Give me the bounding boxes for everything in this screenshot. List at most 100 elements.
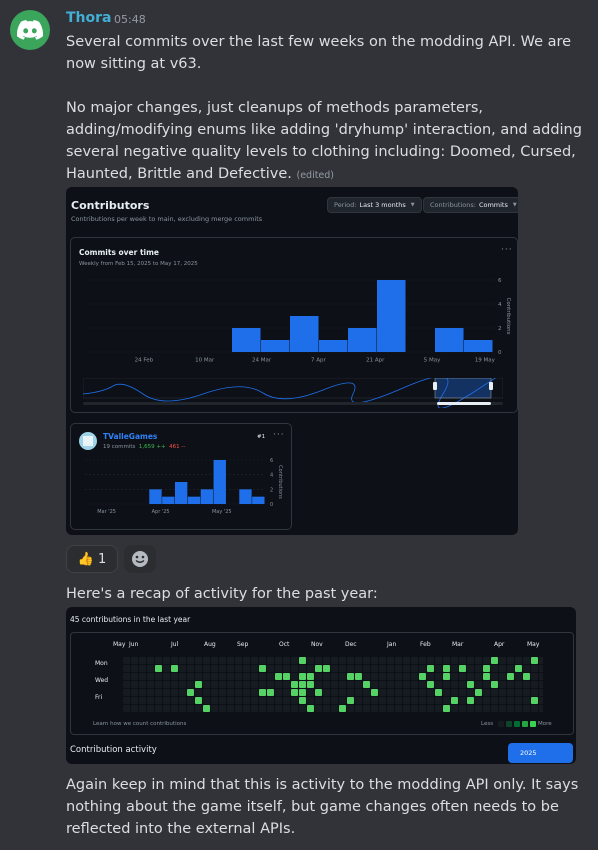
contribution-cell: [427, 673, 434, 680]
contribution-cell: [323, 705, 330, 712]
month-label: Dec: [345, 641, 357, 648]
contribution-cell: [459, 673, 466, 680]
user-avatar[interactable]: [79, 432, 97, 450]
contribution-cell: [243, 689, 250, 696]
y-tick-label: 2: [498, 326, 502, 332]
contribution-cell: [499, 705, 506, 712]
contribution-cell: [187, 705, 194, 712]
contribution-cell: [387, 665, 394, 672]
year-button-2025[interactable]: 2025: [508, 743, 573, 763]
overview-line: [83, 378, 503, 408]
contribution-cell: [491, 665, 498, 672]
contribution-cell: [123, 705, 130, 712]
contribution-cell: [267, 697, 274, 704]
contribution-cell: [411, 665, 418, 672]
contribution-cell: [251, 705, 258, 712]
contribution-cell: [267, 673, 274, 680]
commits-chart: 0 2 4 6 Contributions 24 Feb 10 Mar 24 Mar 7 Apr…: [87, 278, 511, 364]
contribution-cell: [363, 657, 370, 664]
commits-card-title: Commits over time: [79, 248, 160, 257]
more-options-icon[interactable]: ···: [501, 245, 513, 255]
contribution-cell: [475, 705, 482, 712]
contribution-cell: [355, 705, 362, 712]
contribution-cell: [411, 697, 418, 704]
contribution-cell: [515, 681, 522, 688]
commit-count[interactable]: 19 commits: [103, 444, 136, 450]
contribution-cell: [155, 673, 162, 680]
bar: [348, 328, 377, 352]
more-options-icon[interactable]: ···: [273, 430, 285, 440]
contribution-cell: [131, 697, 138, 704]
avatar[interactable]: [10, 10, 50, 50]
contribution-cell: [475, 665, 482, 672]
contribution-cell: [187, 665, 194, 672]
contribution-cell-active: [259, 689, 266, 696]
contribution-cell: [395, 681, 402, 688]
day-label: Fri: [95, 694, 103, 701]
contributors-title: Contributors: [71, 199, 150, 212]
message-paragraph: Here's a recap of activity for the past …: [66, 586, 378, 602]
contribution-cell: [235, 673, 242, 680]
contribution-cell: [371, 705, 378, 712]
contribution-cell: [403, 697, 410, 704]
add-reaction-button[interactable]: [124, 545, 156, 573]
contribution-cell: [411, 673, 418, 680]
month-label: Jan: [387, 641, 397, 648]
contribution-cell: [267, 705, 274, 712]
contribution-cell: [379, 705, 386, 712]
contribution-cell: [179, 705, 186, 712]
x-tick-label: 21 Apr: [366, 358, 385, 364]
contribution-cell: [371, 697, 378, 704]
bar: [435, 328, 464, 352]
month-label: Sep: [237, 641, 249, 648]
contribution-cell: [251, 665, 258, 672]
contribution-cell-active: [171, 665, 178, 672]
learn-link[interactable]: Learn how we count contributions: [93, 721, 187, 727]
contribution-cell: [211, 665, 218, 672]
message-timestamp: 05:48: [114, 13, 146, 26]
contribution-cell: [139, 689, 146, 696]
contribution-cell: [459, 689, 466, 696]
contribution-cell: [219, 673, 226, 680]
contribution-cell: [139, 681, 146, 688]
contribution-cell: [443, 657, 450, 664]
contribution-cell: [139, 657, 146, 664]
period-dropdown[interactable]: Period: Last 3 months ▼: [327, 197, 422, 213]
contribution-cell: [131, 681, 138, 688]
range-selector[interactable]: [83, 378, 503, 408]
x-tick-label: 24 Feb: [135, 358, 154, 364]
contribution-cell: [179, 689, 186, 696]
contribution-cell: [283, 681, 290, 688]
contribution-cell: [147, 705, 154, 712]
contribution-cell: [275, 681, 282, 688]
bar: [290, 316, 319, 352]
contribution-cell: [467, 657, 474, 664]
month-label: Jul: [171, 641, 179, 648]
contribution-cell: [459, 697, 466, 704]
contribution-cell: [275, 665, 282, 672]
contributor-card: TValleGames 19 commits 1,659 ++ 461 -- #…: [70, 423, 292, 530]
contributor-name[interactable]: TValleGames: [103, 432, 158, 441]
activity-image[interactable]: 45 contributions in the last year May Jun…: [66, 607, 576, 764]
contributor-chart: 0 2 4 6 Contributions Mar '25 Apr '25 May '25: [85, 458, 283, 515]
contribution-cell: [323, 657, 330, 664]
contribution-cell: [315, 681, 322, 688]
contributions-dropdown[interactable]: Contributions: Commits ▼: [423, 197, 518, 213]
contribution-cell: [243, 673, 250, 680]
contribution-cell: [491, 697, 498, 704]
author-name[interactable]: Thora: [66, 10, 112, 26]
contributors-image[interactable]: Contributors Contributions per week to m…: [66, 187, 518, 535]
contribution-cell: [171, 697, 178, 704]
contribution-cell: [131, 705, 138, 712]
bar: [213, 460, 226, 504]
additions-count: 1,659 ++: [138, 444, 166, 450]
contribution-cell: [331, 673, 338, 680]
contribution-cell: [539, 665, 543, 672]
contribution-cell-active: [155, 665, 162, 672]
contribution-cell: [339, 673, 346, 680]
contribution-cell: [483, 657, 490, 664]
thumbs-up-reaction[interactable]: 👍 1: [66, 545, 118, 573]
bar: [162, 496, 175, 504]
contribution-cell: [499, 673, 506, 680]
bar: [464, 340, 493, 352]
